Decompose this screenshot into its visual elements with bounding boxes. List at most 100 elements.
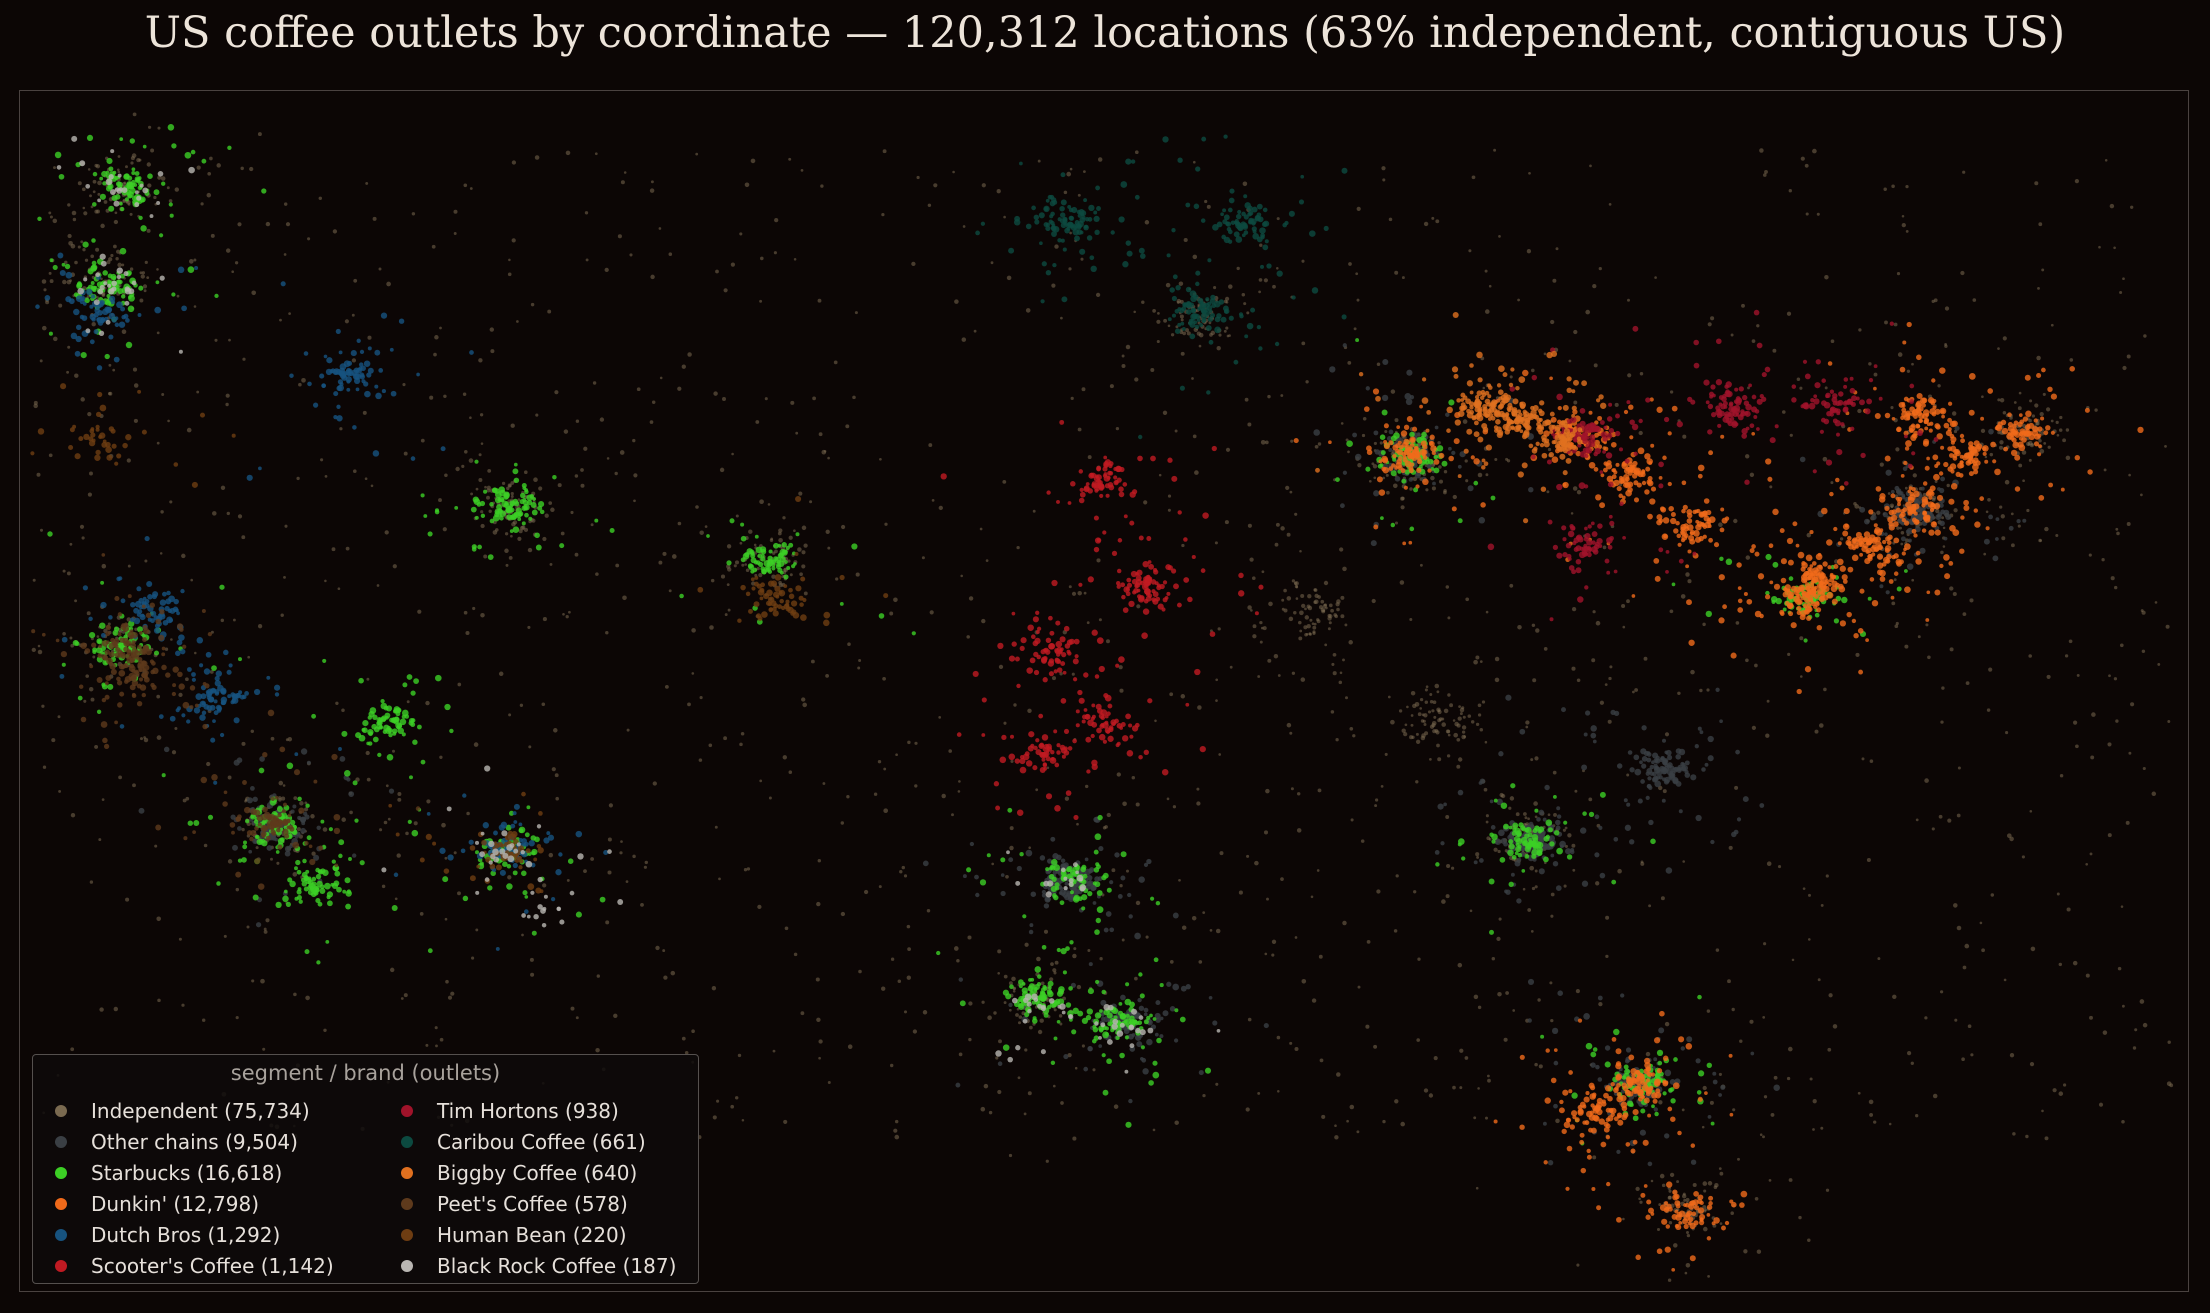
data-point <box>1884 320 1888 325</box>
data-point <box>1194 470 1199 475</box>
data-point <box>1494 677 1500 683</box>
data-point <box>1071 591 1077 596</box>
data-point <box>1148 1080 1154 1086</box>
data-point <box>1134 976 1138 981</box>
data-point <box>1799 386 1803 390</box>
data-point <box>337 587 341 591</box>
data-point <box>138 285 144 291</box>
data-point <box>313 854 320 861</box>
data-point <box>1970 1053 1974 1057</box>
data-point <box>1314 444 1319 449</box>
data-point <box>1393 432 1400 439</box>
data-point <box>290 809 295 814</box>
data-point <box>2036 355 2041 361</box>
data-point <box>362 719 369 727</box>
data-point <box>1143 1019 1149 1025</box>
data-point <box>184 151 192 159</box>
data-point <box>345 903 352 910</box>
data-point <box>1605 954 1609 959</box>
data-point <box>897 979 902 984</box>
data-point <box>1096 906 1104 913</box>
data-point <box>1218 753 1222 756</box>
data-point <box>304 807 309 812</box>
data-point <box>854 311 858 315</box>
data-point <box>759 779 763 783</box>
data-point <box>36 472 41 477</box>
data-point <box>1590 1051 1597 1058</box>
data-point <box>1361 433 1366 438</box>
data-point <box>169 500 173 504</box>
data-point <box>2102 1030 2108 1035</box>
data-point <box>196 165 201 170</box>
data-point <box>1956 925 1962 931</box>
data-point <box>1327 627 1331 631</box>
data-point <box>524 512 529 518</box>
data-point <box>140 274 145 279</box>
data-point <box>1667 754 1673 761</box>
data-point <box>1300 677 1306 682</box>
data-point <box>1066 892 1071 897</box>
data-point <box>907 740 911 745</box>
data-point <box>1654 780 1662 788</box>
data-point <box>1431 486 1436 491</box>
data-point <box>1485 610 1489 614</box>
data-point <box>1592 610 1596 614</box>
data-point <box>623 171 627 174</box>
data-point <box>722 397 726 401</box>
data-point <box>1281 607 1285 611</box>
data-point <box>77 181 82 186</box>
data-point <box>1935 508 1940 514</box>
data-point <box>2055 534 2059 537</box>
data-point <box>1584 710 1591 716</box>
data-point <box>107 622 111 626</box>
data-point <box>559 543 565 549</box>
data-point <box>1485 309 1490 314</box>
data-point <box>1095 979 1100 984</box>
data-point <box>1083 591 1087 595</box>
data-point <box>619 851 623 855</box>
data-point <box>1530 930 1534 933</box>
data-point <box>1543 352 1547 356</box>
data-point <box>1096 890 1103 896</box>
data-point <box>1008 857 1014 863</box>
data-point <box>207 171 212 176</box>
data-point <box>1648 785 1653 790</box>
data-point <box>1118 1002 1123 1006</box>
data-point <box>1715 948 1720 952</box>
data-point <box>275 850 280 854</box>
data-point <box>1985 510 1989 514</box>
data-point <box>97 639 102 644</box>
data-point <box>583 869 587 874</box>
data-point <box>259 756 265 762</box>
data-point <box>1953 508 1958 513</box>
data-point <box>1735 749 1740 755</box>
data-point <box>1932 495 1937 500</box>
data-point <box>413 678 419 684</box>
data-point <box>1489 929 1494 935</box>
data-point <box>1096 558 1101 563</box>
data-point <box>386 753 394 761</box>
data-point <box>1509 796 1515 801</box>
data-point <box>1490 495 1496 501</box>
data-point <box>1169 1006 1176 1012</box>
data-point <box>777 531 782 536</box>
data-point <box>1166 981 1172 987</box>
data-point <box>1399 437 1404 442</box>
data-point <box>531 851 536 856</box>
data-point <box>1730 1211 1734 1215</box>
data-point <box>1555 825 1561 831</box>
data-point <box>2034 403 2039 408</box>
data-point <box>1159 1034 1164 1039</box>
data-point <box>873 792 878 796</box>
data-point <box>1138 1005 1145 1011</box>
data-point <box>1511 854 1517 860</box>
data-point <box>1059 900 1065 906</box>
data-point <box>1382 476 1386 480</box>
data-point <box>954 299 959 304</box>
data-point <box>1718 522 1723 528</box>
data-point <box>1317 788 1322 793</box>
data-point <box>613 1013 618 1019</box>
data-point <box>1648 904 1652 908</box>
data-point <box>812 396 816 401</box>
data-point <box>793 258 797 261</box>
